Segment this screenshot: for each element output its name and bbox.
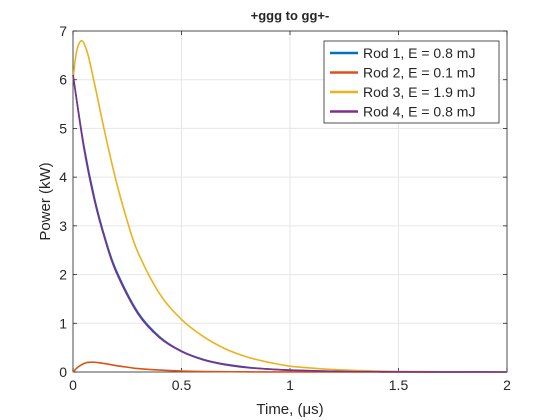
x-tick-label: 0.5 xyxy=(172,377,192,393)
series-line-rod-4 xyxy=(72,74,508,373)
y-tick-label: 5 xyxy=(59,120,67,136)
chart-title: +ggg to gg+- xyxy=(251,8,330,23)
series-layer xyxy=(72,39,508,373)
y-tick-label: 6 xyxy=(59,72,67,88)
y-axis-label: Power (kW) xyxy=(37,162,54,240)
series-line-rod-3 xyxy=(72,39,508,373)
x-tick-label: 2 xyxy=(503,377,511,393)
grid xyxy=(72,30,508,373)
series-line-rod-2 xyxy=(72,361,508,373)
y-tick-label: 1 xyxy=(59,315,67,331)
axis-ticks: 0 0.5 1 1.5 2 0 1 2 3 4 5 6 7 xyxy=(59,23,511,393)
x-tick-label: 1 xyxy=(286,377,294,393)
legend-entry-label: Rod 1, E = 0.8 mJ xyxy=(363,45,475,61)
legend-entry-label: Rod 4, E = 0.8 mJ xyxy=(363,104,475,120)
x-tick-label: 1.5 xyxy=(389,377,409,393)
y-tick-label: 4 xyxy=(59,169,67,185)
y-tick-label: 2 xyxy=(59,267,67,283)
legend-entry-label: Rod 3, E = 1.9 mJ xyxy=(363,84,475,100)
y-tick-label: 7 xyxy=(59,23,67,39)
y-tick-label: 0 xyxy=(59,364,67,380)
legend-entry-label: Rod 2, E = 0.1 mJ xyxy=(363,65,475,81)
legend: Rod 1, E = 0.8 mJ Rod 2, E = 0.1 mJ Rod 3,… xyxy=(323,40,500,124)
legend-box xyxy=(323,40,500,124)
x-axis-label: Time, (μs) xyxy=(256,401,323,418)
y-tick-label: 3 xyxy=(59,218,67,234)
x-tick-label: 0 xyxy=(69,377,77,393)
